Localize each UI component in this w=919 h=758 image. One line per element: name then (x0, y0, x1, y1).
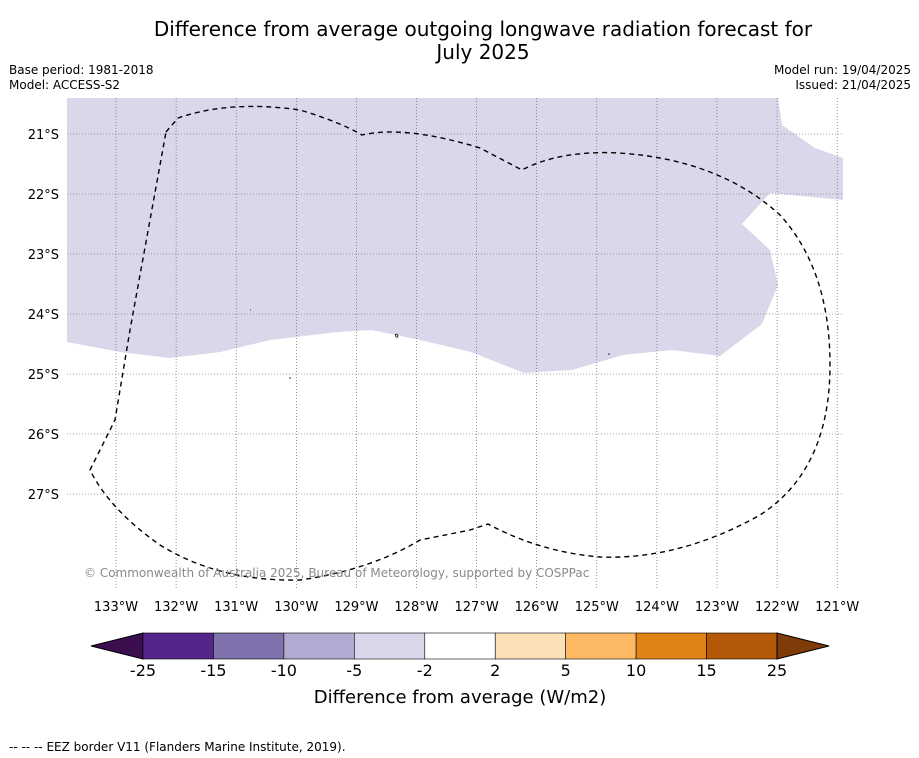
longitude-label: 122°W (755, 600, 799, 615)
issued-date: Issued: 21/04/2025 (795, 78, 911, 92)
eez-border (89, 105, 831, 581)
longitude-label: 126°W (515, 600, 559, 615)
colorbar-tick-label: 25 (767, 661, 787, 680)
footnote: -- -- -- EEZ border V11 (Flanders Marine… (9, 740, 346, 754)
latitude-label: 26°S (28, 428, 59, 443)
longitude-label: 124°W (635, 600, 679, 615)
longitude-labels: 133°W 132°W 131°W 130°W 129°W 128°W 127°W 126°W… (94, 600, 860, 615)
colorbar-tick-label: -5 (346, 661, 362, 680)
colorbar-extension-high (776, 632, 830, 660)
base-info: Base period: 1981-2018 Model: ACCESS-S2 (9, 63, 154, 93)
page-title: Difference from average outgoing longwav… (60, 18, 906, 64)
colorbar-tick-label: 15 (696, 661, 716, 680)
longitude-label: 129°W (334, 600, 378, 615)
latitude-label: 21°S (28, 128, 59, 143)
colorbar-tick-label: -25 (130, 661, 156, 680)
latitude-label: 24°S (28, 308, 59, 323)
colorbar-bin (283, 632, 355, 660)
graticule (67, 98, 843, 590)
colorbar-tick-label: 10 (626, 661, 646, 680)
colorbar-tick-label: -10 (271, 661, 297, 680)
title-line-1: Difference from average outgoing longwav… (153, 17, 813, 41)
colorbar-tick-label: 5 (561, 661, 571, 680)
colorbar-bin (706, 632, 778, 660)
longitude-label: 127°W (455, 600, 499, 615)
colorbar-tick-label: -15 (200, 661, 226, 680)
colorbar-tick-label: -2 (417, 661, 433, 680)
run-info: Model run: 19/04/2025 Issued: 21/04/2025 (774, 63, 911, 93)
eez-note: EEZ border V11 (Flanders Marine Institut… (46, 740, 346, 754)
colorbar-bin (354, 632, 426, 660)
longitude-label: 133°W (94, 600, 138, 615)
colorbar-tick-labels: -25 -15 -10 -5 -2 2 5 10 15 25 (130, 661, 787, 680)
colorbar-bin (635, 632, 707, 660)
latitude-label: 23°S (28, 248, 59, 263)
title-line-2: July 2025 (436, 40, 530, 64)
colorbar-extension-low (90, 632, 144, 660)
base-period: Base period: 1981-2018 (9, 63, 154, 77)
colorbar-bin (213, 632, 285, 660)
colorbar-bin (142, 632, 214, 660)
latitude-label: 25°S (28, 368, 59, 383)
colorbar-tick-label: 2 (490, 661, 500, 680)
eez-legend-symbol: -- -- -- (9, 740, 43, 754)
colorbar-bin (565, 632, 637, 660)
longitude-label: 128°W (394, 600, 438, 615)
longitude-label: 132°W (154, 600, 198, 615)
anomaly-region (67, 98, 843, 373)
model-name: Model: ACCESS-S2 (9, 78, 121, 92)
model-run: Model run: 19/04/2025 (773, 63, 911, 77)
latitude-labels: 21°S 22°S 23°S 24°S 25°S 26°S 27°S (28, 128, 59, 503)
longitude-label: 131°W (214, 600, 258, 615)
latitude-label: 27°S (28, 488, 59, 503)
longitude-label: 123°W (695, 600, 739, 615)
colorbar-bin (494, 632, 566, 660)
longitude-label: 121°W (815, 600, 859, 615)
colorbar-bin (424, 632, 496, 660)
latitude-label: 22°S (28, 188, 59, 203)
longitude-label: 125°W (575, 600, 619, 615)
colorbar-title: Difference from average (W/m2) (314, 687, 606, 708)
island-specks (250, 309, 610, 379)
copyright-notice: © Commonwealth of Australia 2025, Bureau… (84, 566, 589, 580)
colorbar (90, 632, 830, 660)
longitude-label: 130°W (274, 600, 318, 615)
